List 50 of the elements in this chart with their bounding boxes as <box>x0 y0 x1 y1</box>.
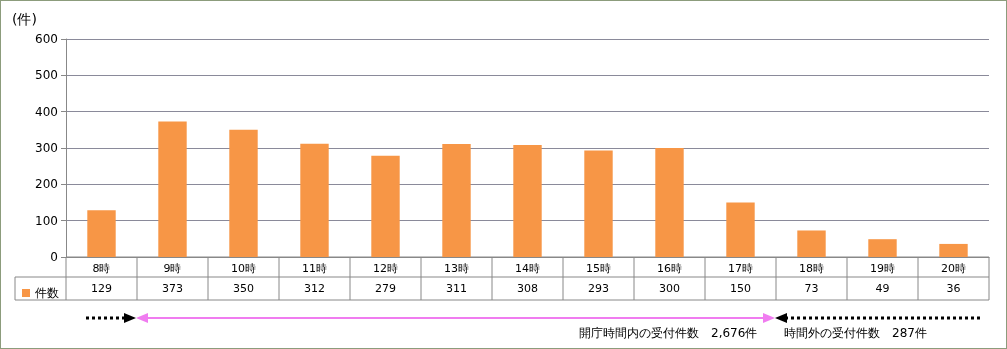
bar <box>726 202 755 257</box>
x-tick-label: 10時 <box>231 262 256 275</box>
y-tick-label: 100 <box>35 213 58 228</box>
legend-label: 件数 <box>35 286 59 300</box>
data-label: 279 <box>375 282 396 295</box>
data-label: 308 <box>517 282 538 295</box>
text: 開庁時間内の受付件数 2,676件 <box>579 326 758 340</box>
y-tick-label: 300 <box>35 141 58 155</box>
bar <box>87 210 116 257</box>
x-tick-label: 17時 <box>728 262 753 275</box>
data-label: 300 <box>659 282 680 295</box>
x-tick-label: 18時 <box>799 262 824 275</box>
data-label: 129 <box>91 282 112 295</box>
y-tick-label: 400 <box>35 104 58 119</box>
data-label: 293 <box>588 282 609 295</box>
data-label: 73 <box>804 282 819 295</box>
data-label: 150 <box>730 282 751 295</box>
bar <box>442 144 471 257</box>
bar <box>371 155 400 257</box>
bar <box>655 148 684 257</box>
y-tick-label: 200 <box>35 177 58 192</box>
y-tick-label: 500 <box>35 68 58 83</box>
data-label: 36 <box>946 282 961 295</box>
text: 時間外の受付件数 287件 <box>784 326 927 340</box>
data-label: 350 <box>233 282 254 295</box>
bar <box>513 145 542 257</box>
bar <box>584 150 613 257</box>
data-label: 373 <box>162 282 183 295</box>
x-tick-label: 13時 <box>444 262 469 275</box>
x-tick-label: 14時 <box>515 262 540 275</box>
x-tick-label: 8時 <box>92 262 111 275</box>
bar <box>300 143 329 257</box>
data-label: 312 <box>304 282 325 295</box>
x-tick-label: 11時 <box>302 262 327 275</box>
bar <box>158 121 187 257</box>
data-label: 311 <box>446 282 467 295</box>
bar <box>797 230 826 257</box>
x-tick-label: 12時 <box>373 262 398 275</box>
y-tick-label: 0 <box>50 250 58 264</box>
bar <box>229 129 258 257</box>
x-tick-label: 20時 <box>941 262 966 275</box>
x-tick-label: 19時 <box>870 262 895 275</box>
x-tick-label: 16時 <box>657 262 682 275</box>
y-tick-label: 600 <box>35 32 58 46</box>
y-axis-title: (件) <box>12 11 37 27</box>
bar <box>868 239 897 257</box>
bar <box>939 243 968 257</box>
x-tick-label: 15時 <box>586 262 611 275</box>
data-label: 49 <box>875 282 890 295</box>
x-tick-label: 9時 <box>163 262 182 275</box>
